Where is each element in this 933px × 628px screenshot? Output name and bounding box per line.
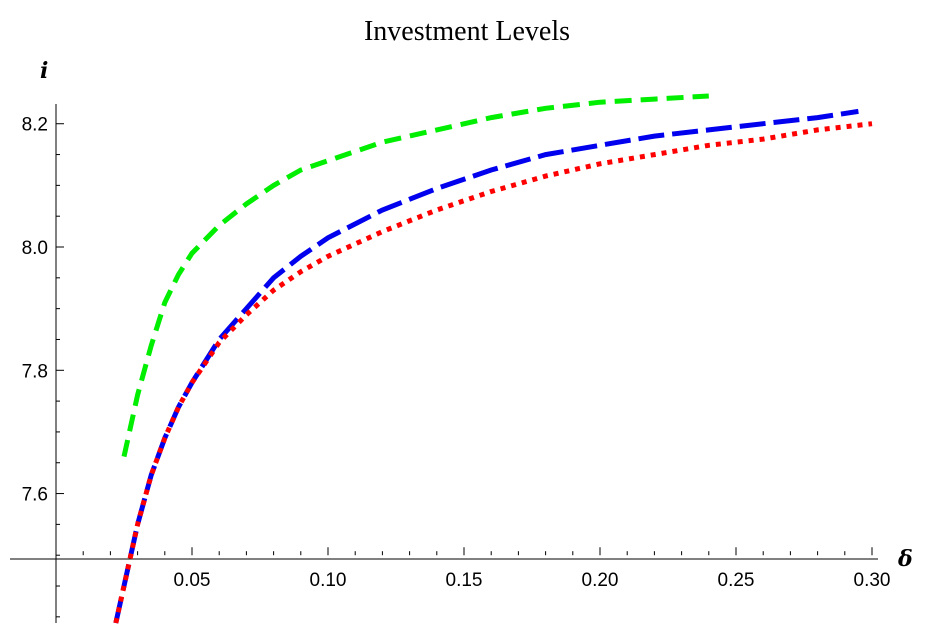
x-tick-label: 0.05 — [174, 570, 211, 591]
series-line-2 — [113, 108, 859, 624]
series-layer — [113, 93, 873, 624]
y-axis-label: i — [40, 58, 48, 84]
y-tick-label: 7.8 — [22, 361, 48, 382]
x-tick-label: 0.30 — [854, 570, 891, 591]
chart-title: Investment Levels — [364, 16, 570, 47]
x-tick-label: 0.10 — [310, 570, 347, 591]
series-line-1 — [121, 93, 709, 458]
x-tick-label: 0.25 — [718, 570, 755, 591]
y-tick-label: 7.6 — [22, 485, 48, 506]
tick-labels: 0.05 0.10 0.15 0.20 0.25 0.30 7.6 7.8 8.0 8.2 — [22, 115, 891, 591]
axis-ticks — [56, 123, 873, 618]
y-tick-label: 8.0 — [22, 238, 48, 259]
x-tick-label: 0.20 — [582, 570, 619, 591]
series-line-3 — [113, 121, 873, 624]
x-tick-label: 0.15 — [446, 570, 483, 591]
x-axis-label: δ — [897, 546, 913, 572]
y-tick-label: 8.2 — [22, 115, 48, 136]
